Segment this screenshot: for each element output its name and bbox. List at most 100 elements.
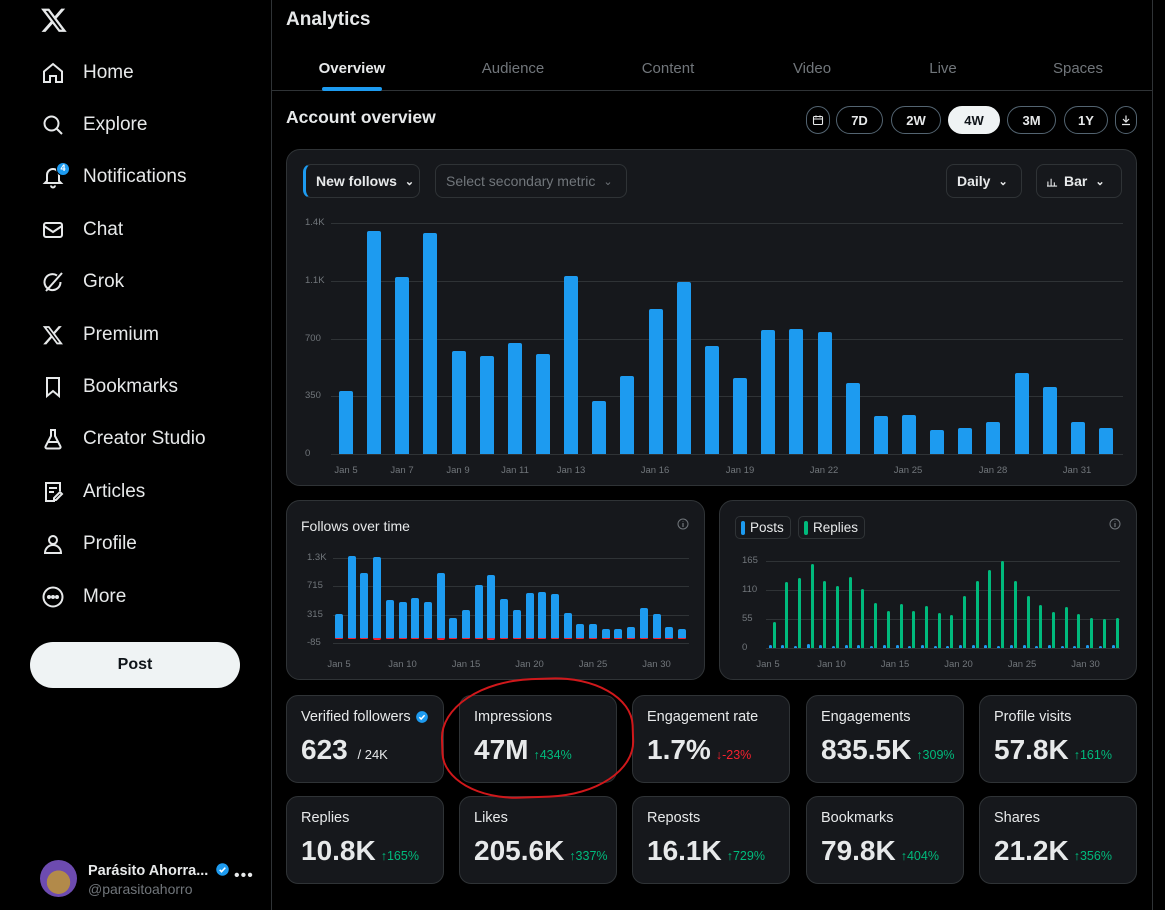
range-1y[interactable]: 1Y [1064,106,1108,134]
post-button[interactable]: Post [30,642,240,688]
chart-bar [886,611,890,648]
primary-metric-select[interactable]: New follows ⌄ [303,164,420,198]
chart-bar [988,569,992,648]
tab-audience[interactable]: Audience [481,60,545,77]
metric-card-shares[interactable]: Shares 21.2K ↑356% [979,796,1137,884]
gridline [766,561,1120,562]
range-4w[interactable]: 4W [948,106,1000,134]
range-2w[interactable]: 2W [891,106,941,134]
legend-posts[interactable]: Posts [735,516,791,539]
chart-bar [912,611,916,648]
tab-spaces[interactable]: Spaces [1052,60,1104,77]
sidebar-item-grok[interactable]: Grok [40,262,124,302]
tab-bar: Overview Audience Content Video Live Spa… [272,46,1153,91]
x-tick-label: Jan 31 [1062,465,1092,476]
info-icon[interactable] [1109,518,1121,530]
metric-label: Reposts [647,810,701,826]
legend-replies[interactable]: Replies [798,516,866,539]
x-tick-label: Jan 30 [1071,659,1100,670]
bar-chart-icon [1047,178,1058,187]
chart-bar [950,615,954,648]
interval-label: Daily [957,173,991,189]
chart-bar [793,645,797,648]
chart-bar [479,355,494,454]
sidebar-item-chat[interactable]: Chat [40,210,123,250]
chart-bar [797,577,801,648]
chart-bar [975,580,979,648]
person-icon [40,531,66,557]
metric-card-bookmarks[interactable]: Bookmarks 79.8K ↑404% [806,796,964,884]
metric-label: Impressions [474,709,553,725]
sidebar-item-explore[interactable]: Explore [40,105,147,145]
metric-label: Bookmarks [821,810,894,826]
secondary-metric-select[interactable]: Select secondary metric ⌄ [435,164,627,198]
sidebar-item-home[interactable]: Home [40,53,134,93]
metric-card-engagement-rate[interactable]: Engagement rate 1.7% ↓-23% [632,695,790,783]
interval-select[interactable]: Daily ⌄ [946,164,1022,198]
chart-bar [924,605,928,648]
tab-content[interactable]: Content [641,60,695,77]
chart-bar [639,608,648,638]
chart-bar [589,637,598,639]
chart-bar [959,645,963,648]
sidebar-item-profile[interactable]: Profile [40,524,137,564]
y-tick-label: 715 [307,580,323,592]
chart-bar [1070,421,1085,454]
tab-overview[interactable]: Overview [292,46,412,91]
info-icon[interactable] [677,518,689,530]
chevron-down-icon: ⌄ [1095,175,1105,188]
legend-swatch [804,520,808,535]
chart-bar [538,637,547,640]
metric-card-likes[interactable]: Likes 205.6K ↑337% [459,796,617,884]
metric-card-impressions[interactable]: Impressions 47M ↑434% [459,695,617,783]
sidebar-item-premium[interactable]: Premium [40,315,159,355]
metric-card-reposts[interactable]: Reposts 16.1K ↑729% [632,796,790,884]
sidebar-item-more[interactable]: More [40,577,126,617]
notification-badge: 4 [56,162,70,176]
x-logo-icon[interactable] [40,6,70,36]
metric-card-verified-followers[interactable]: Verified followers 623 / 24K [286,695,444,783]
metric-label: Engagement rate [647,709,759,725]
chevron-down-icon: ⌄ [603,175,613,188]
chart-type-select[interactable]: Bar ⌄ [1036,164,1122,198]
metric-card-engagements[interactable]: Engagements 835.5K ↑309% [806,695,964,783]
sidebar-item-notifications[interactable]: 4 Notifications [40,157,187,197]
x-tick-label: Jan 10 [388,659,417,670]
sidebar-item-label: Grok [83,271,125,292]
chart-bar [525,637,534,640]
chart-bar [576,637,585,639]
sidebar-item-creator-studio[interactable]: Creator Studio [40,419,206,459]
sidebar-item-bookmarks[interactable]: Bookmarks [40,367,178,407]
metric-card-replies[interactable]: Replies 10.8K ↑165% [286,796,444,884]
metric-value: 79.8K ↑404% [821,835,939,866]
chart-bar [360,637,369,639]
chart-bar [1115,618,1119,648]
x-tick-label: Jan 28 [978,465,1008,476]
tab-live[interactable]: Live [929,60,957,77]
x-tick-label: Jan 10 [817,659,846,670]
account-more-icon[interactable]: ••• [234,867,254,884]
verified-badge-icon [415,711,428,723]
metric-label: Verified followers [301,709,429,725]
follows-over-time-panel: Follows over time 1.3K 715 315 -85 Jan 5 Jan … [286,500,705,680]
tab-video[interactable]: Video [792,60,832,77]
x-tick-label: Jan 22 [809,465,839,476]
sidebar-item-articles[interactable]: Articles [40,472,145,512]
calendar-button[interactable] [806,106,830,134]
metric-card-profile-visits[interactable]: Profile visits 57.8K ↑161% [979,695,1137,783]
chart-bar [411,637,420,639]
account-switcher[interactable]: Parásito Ahorra... @parasitoahorro ••• [40,860,260,900]
chart-bar [676,282,691,454]
range-7d[interactable]: 7D [836,106,883,134]
chart-bar [1022,644,1026,648]
x-tick-label: Jan 5 [327,659,351,670]
posts-replies-panel: Posts Replies 165 110 55 0 Jan 5 Jan 10 Jan 15… [719,500,1137,680]
chart-bar [500,598,509,638]
chart-bar [933,646,937,648]
metric-value: 21.2K ↑356% [994,835,1112,866]
home-icon [40,60,66,86]
chart-bar [789,328,804,454]
download-button[interactable] [1115,106,1137,134]
chart-bar [507,343,522,454]
range-3m[interactable]: 3M [1007,106,1056,134]
